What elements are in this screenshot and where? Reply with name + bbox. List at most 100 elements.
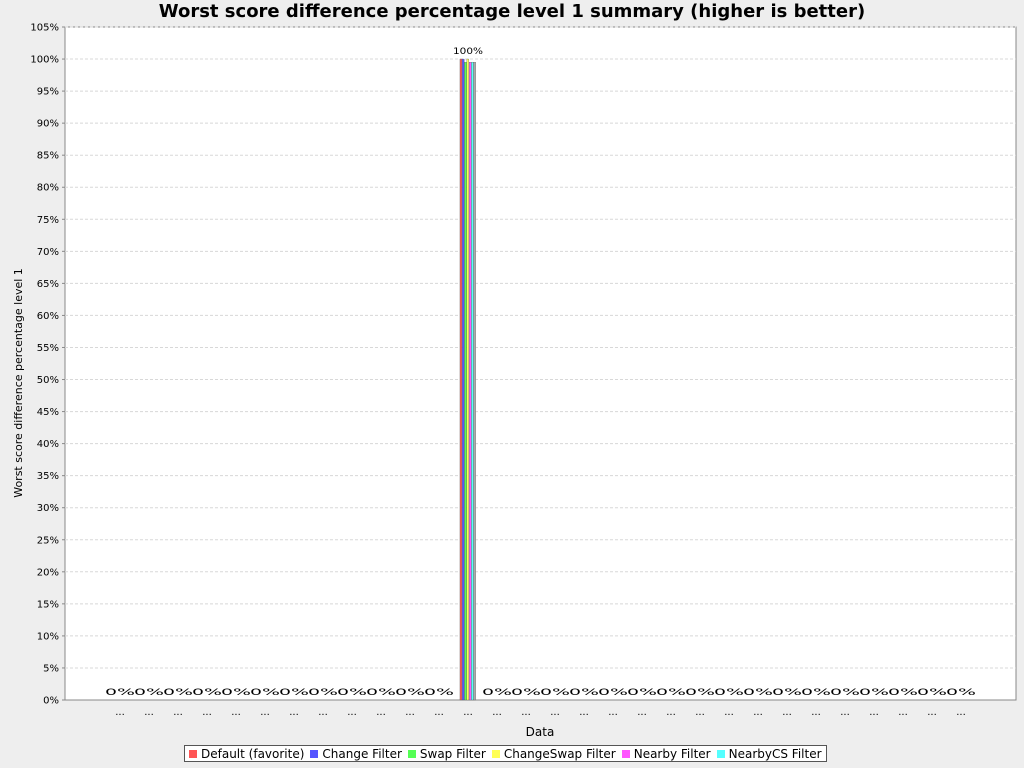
legend-label: Change Filter	[322, 746, 402, 761]
bar-label: 0%	[105, 688, 136, 698]
bar-label: 0%	[656, 688, 687, 698]
x-tick-label: ...	[492, 707, 502, 718]
y-tick-label: 60%	[37, 311, 59, 322]
x-tick-label: ...	[231, 707, 241, 718]
y-tick-label: 0%	[43, 696, 59, 707]
x-tick-label: ...	[579, 707, 589, 718]
legend-swatch	[716, 749, 725, 758]
legend-swatch	[189, 749, 197, 758]
y-tick-label: 20%	[37, 567, 59, 578]
y-tick-label: 15%	[37, 599, 59, 610]
y-tick-label: 30%	[37, 503, 59, 514]
x-tick-label: ...	[695, 707, 705, 718]
x-tick-label: ...	[289, 707, 299, 718]
bar-label: 0%	[917, 688, 948, 698]
y-tick-label: 45%	[37, 407, 59, 418]
bar-label: 0%	[685, 688, 716, 698]
bar-label: 0%	[163, 688, 194, 698]
x-tick-label: ...	[724, 707, 734, 718]
bar-labels: 0%0%0%0%0%0%0%0%0%0%0%0%100%0%0%0%0%0%0%…	[105, 47, 977, 698]
x-axis-label: Data	[526, 725, 555, 739]
y-tick-label: 10%	[37, 631, 59, 642]
x-tick-label: ...	[202, 707, 212, 718]
legend-swatch	[491, 749, 500, 758]
y-tick-label: 55%	[37, 343, 59, 354]
bar-label: 0%	[221, 688, 252, 698]
x-tick-label: ...	[898, 707, 908, 718]
legend-swatch	[621, 749, 630, 758]
y-tick-label: 90%	[37, 119, 59, 130]
x-tick-label: ...	[463, 707, 473, 718]
bar	[459, 58, 463, 701]
y-tick-label: 40%	[37, 439, 59, 450]
bar-label: 0%	[888, 688, 919, 698]
y-tick-label: 5%	[43, 663, 59, 674]
x-axis-ticks: ........................................…	[115, 707, 966, 718]
bar	[468, 62, 472, 701]
y-tick-label: 50%	[37, 375, 59, 386]
legend-item: Nearby Filter	[621, 747, 711, 761]
legend-label: Swap Filter	[419, 746, 486, 761]
y-tick-label: 95%	[37, 87, 59, 98]
x-tick-label: ...	[521, 707, 531, 718]
bar-label: 0%	[714, 688, 745, 698]
bar-label: 0%	[366, 688, 397, 698]
x-tick-label: ...	[405, 707, 415, 718]
x-tick-label: ...	[608, 707, 618, 718]
y-axis-ticks: 0% 5% 10% 15% 20% 25% 30% 35% 40% 45% 50% 55% 60% 65%…	[30, 23, 65, 707]
legend: Default (favorite) Change Filter Swap Filt…	[184, 745, 827, 762]
y-tick-label: 35%	[37, 471, 59, 482]
bar-label: 100%	[453, 47, 484, 57]
bar	[473, 62, 476, 701]
bar	[462, 58, 465, 701]
bar-label: 0%	[424, 688, 455, 698]
bar-label: 0%	[134, 688, 165, 698]
y-tick-label: 80%	[37, 183, 59, 194]
x-tick-label: ...	[260, 707, 270, 718]
y-tick-label: 75%	[37, 215, 59, 226]
y-tick-label: 100%	[30, 55, 59, 66]
bar-label: 0%	[337, 688, 368, 698]
bar-label: 0%	[540, 688, 571, 698]
bar-label: 0%	[569, 688, 600, 698]
bar-label: 0%	[482, 688, 513, 698]
bar-label: 0%	[627, 688, 658, 698]
x-tick-label: ...	[956, 707, 966, 718]
y-tick-label: 70%	[37, 247, 59, 258]
bar-label: 0%	[308, 688, 339, 698]
x-tick-label: ...	[637, 707, 647, 718]
x-tick-label: ...	[173, 707, 183, 718]
x-tick-label: ...	[347, 707, 357, 718]
legend-item: NearbyCS Filter	[716, 747, 822, 761]
legend-label: ChangeSwap Filter	[503, 746, 616, 761]
bar-label: 0%	[395, 688, 426, 698]
bar-label: 0%	[830, 688, 861, 698]
x-tick-label: ...	[550, 707, 560, 718]
y-tick-label: 65%	[37, 279, 59, 290]
bar-label: 0%	[946, 688, 977, 698]
bar-label: 0%	[801, 688, 832, 698]
bar	[471, 62, 474, 701]
y-tick-label: 105%	[30, 23, 59, 34]
legend-item: Change Filter	[310, 746, 402, 761]
y-axis-label: Worst score difference percentage level …	[12, 268, 25, 498]
legend-item: ChangeSwap Filter	[491, 746, 616, 761]
x-tick-label: ...	[869, 707, 879, 718]
bar-label: 0%	[511, 688, 542, 698]
bar-label: 0%	[279, 688, 310, 698]
legend-label: Default (favorite)	[201, 746, 305, 761]
bar-label: 0%	[192, 688, 223, 698]
x-tick-label: ...	[927, 707, 937, 718]
bar-label: 0%	[743, 688, 774, 698]
legend-swatch	[310, 749, 319, 758]
bar-label: 0%	[772, 688, 803, 698]
x-tick-label: ...	[753, 707, 763, 718]
y-tick-label: 25%	[37, 535, 59, 546]
x-tick-label: ...	[434, 707, 444, 718]
x-tick-label: ...	[840, 707, 850, 718]
bar-label: 0%	[859, 688, 890, 698]
legend-item: Default (favorite)	[189, 747, 304, 761]
bar	[464, 62, 467, 701]
legend-swatch	[407, 749, 416, 758]
x-tick-label: ...	[144, 707, 154, 718]
